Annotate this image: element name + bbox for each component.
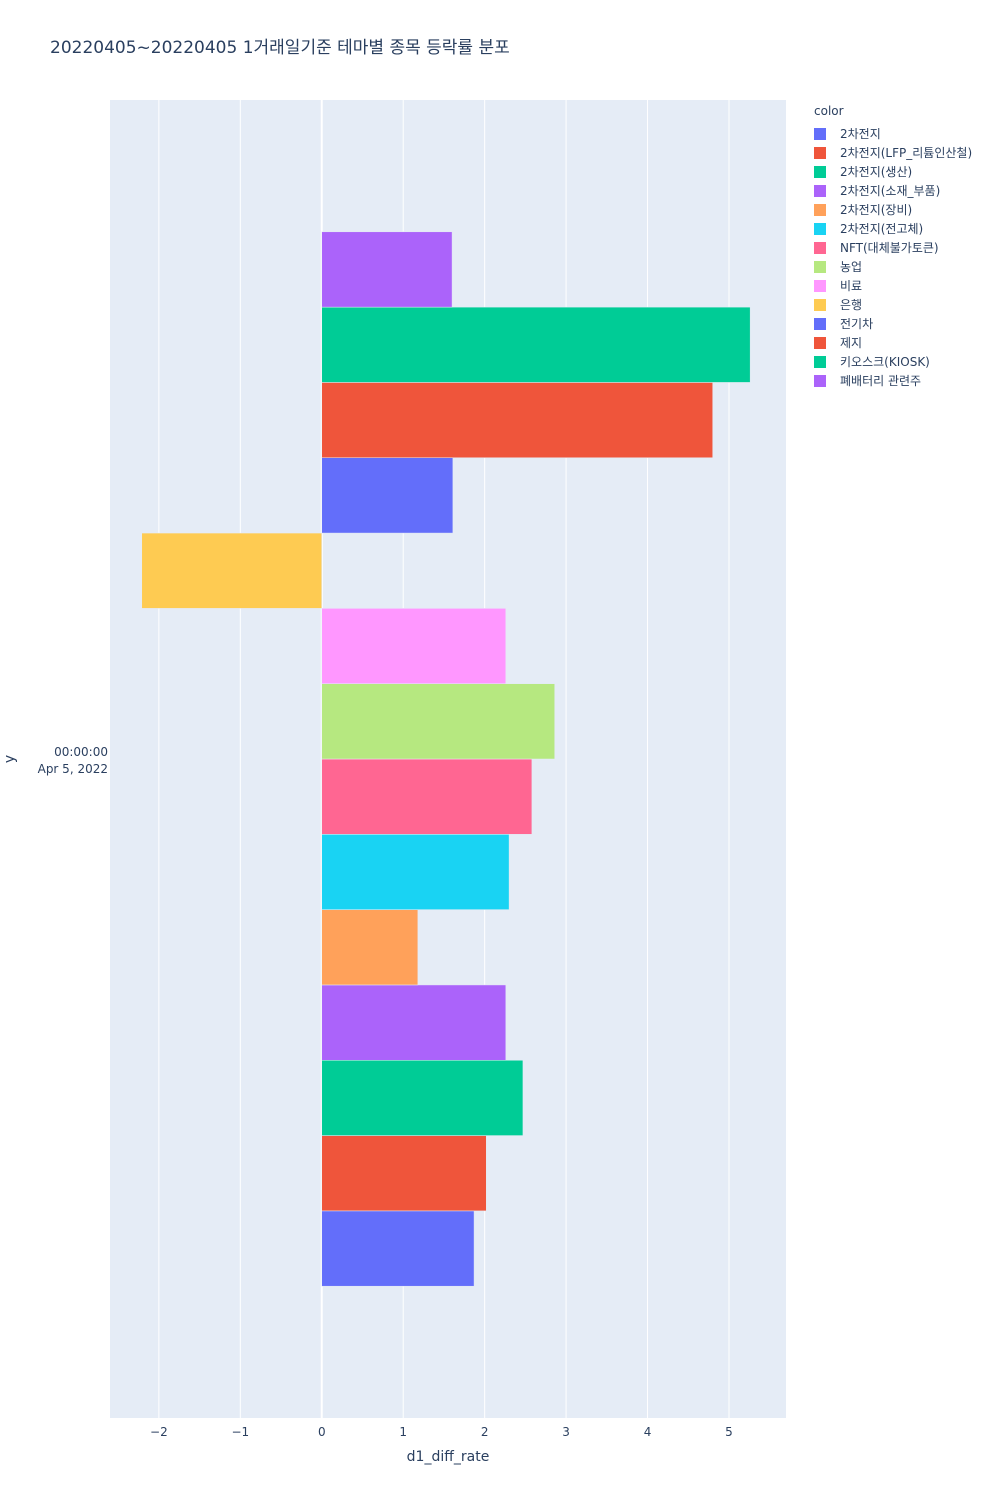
legend-item-11[interactable]: 제지	[814, 333, 972, 352]
legend-label: 은행	[840, 298, 863, 312]
chart-title: 20220405~20220405 1거래일기준 테마별 종목 등락률 분포	[50, 38, 510, 58]
x-tick-label: 3	[562, 1425, 570, 1439]
bars	[141, 231, 751, 1287]
legend-item-13[interactable]: 폐배터리 관련주	[814, 371, 972, 390]
legend-label: 2차전지	[840, 127, 881, 141]
bar-11[interactable]	[321, 382, 713, 458]
legend-swatch	[814, 146, 826, 159]
bar-13[interactable]	[321, 231, 453, 308]
legend-label: 폐배터리 관련주	[840, 374, 922, 388]
bar-9[interactable]	[141, 532, 323, 609]
legend-label: 제지	[840, 336, 863, 350]
legend-swatch	[814, 260, 826, 273]
legend-swatch	[814, 317, 826, 330]
legend-item-0[interactable]: 2차전지	[814, 124, 972, 143]
bar-2[interactable]	[321, 1060, 524, 1136]
bar-3[interactable]	[321, 984, 507, 1061]
legend-item-3[interactable]: 2차전지(소재_부품)	[814, 181, 972, 200]
legend-label: 2차전지(LFP_리튬인산철)	[840, 146, 973, 160]
legend-item-5[interactable]: 2차전지(전고체)	[814, 219, 972, 238]
legend-items: 2차전지 2차전지(LFP_리튬인산철) 2차전지(생산) 2차전지(소재_부품) 2차…	[814, 124, 972, 390]
legend-item-2[interactable]: 2차전지(생산)	[814, 162, 972, 181]
legend-label: 2차전지(전고체)	[840, 222, 924, 236]
legend-label: 2차전지(장비)	[840, 203, 913, 217]
legend: color 2차전지 2차전지(LFP_리튬인산철) 2차전지(생산) 2차전지(소재…	[814, 104, 972, 390]
legend-label: NFT(대체불가토큰)	[840, 241, 939, 255]
bar-10[interactable]	[321, 457, 454, 534]
legend-label: 2차전지(소재_부품)	[840, 184, 941, 198]
legend-item-12[interactable]: 키오스크(KIOSK)	[814, 352, 972, 371]
legend-swatch	[814, 203, 826, 216]
legend-item-4[interactable]: 2차전지(장비)	[814, 200, 972, 219]
bar-7[interactable]	[321, 683, 555, 760]
x-tick-label: −2	[150, 1425, 168, 1439]
y-tick-label-date: Apr 5, 2022	[38, 762, 108, 776]
x-tick-labels: −2 −1 0 1 2 3 4 5	[150, 1425, 733, 1439]
x-tick-label: 4	[644, 1425, 652, 1439]
legend-label: 키오스크(KIOSK)	[840, 355, 930, 369]
legend-item-7[interactable]: 농업	[814, 257, 972, 276]
legend-swatch	[814, 222, 826, 235]
legend-swatch	[814, 298, 826, 311]
legend-swatch	[814, 336, 826, 349]
legend-item-10[interactable]: 전기차	[814, 314, 972, 333]
legend-item-1[interactable]: 2차전지(LFP_리튬인산철)	[814, 143, 972, 162]
x-tick-label: −1	[231, 1425, 249, 1439]
x-tick-label: 1	[399, 1425, 407, 1439]
y-axis-title: y	[2, 755, 18, 763]
legend-label: 비료	[840, 279, 863, 293]
bar-0[interactable]	[321, 1210, 475, 1287]
x-tick-label: 2	[481, 1425, 489, 1439]
legend-label: 전기차	[840, 317, 874, 331]
legend-label: 농업	[840, 260, 863, 274]
legend-item-6[interactable]: NFT(대체불가토큰)	[814, 238, 972, 257]
bar-4[interactable]	[321, 909, 419, 986]
bar-6[interactable]	[321, 758, 533, 835]
x-axis-title: d1_diff_rate	[407, 1449, 490, 1465]
legend-swatch	[814, 279, 826, 292]
y-tick-label-time: 00:00:00	[54, 745, 108, 759]
bar-12[interactable]	[321, 306, 751, 383]
bar-5[interactable]	[321, 834, 510, 910]
x-tick-label: 5	[725, 1425, 733, 1439]
legend-swatch	[814, 241, 826, 254]
legend-swatch	[814, 374, 826, 387]
legend-item-8[interactable]: 비료	[814, 276, 972, 295]
bar-1[interactable]	[321, 1135, 487, 1212]
legend-swatch	[814, 165, 826, 178]
legend-label: 2차전지(생산)	[840, 165, 913, 179]
legend-item-9[interactable]: 은행	[814, 295, 972, 314]
legend-swatch	[814, 355, 826, 368]
legend-swatch	[814, 184, 826, 197]
legend-title: color	[814, 104, 844, 118]
bar-8[interactable]	[321, 608, 507, 684]
x-tick-label: 0	[318, 1425, 326, 1439]
legend-swatch	[814, 127, 826, 140]
